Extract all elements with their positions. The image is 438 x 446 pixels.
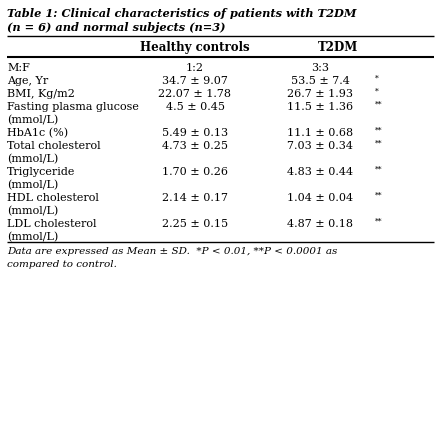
- Text: Total cholesterol: Total cholesterol: [7, 141, 100, 151]
- Text: Fasting plasma glucose: Fasting plasma glucose: [7, 102, 138, 112]
- Text: *: *: [374, 75, 378, 83]
- Text: T2DM: T2DM: [317, 41, 357, 54]
- Text: 3:3: 3:3: [310, 63, 328, 73]
- Text: (mmol/L): (mmol/L): [7, 232, 58, 242]
- Text: **: **: [374, 166, 381, 174]
- Text: Table 1: Clinical characteristics of patients with T2DM: Table 1: Clinical characteristics of pat…: [7, 8, 356, 19]
- Text: 11.5 ± 1.36: 11.5 ± 1.36: [286, 102, 352, 112]
- Text: BMI, Kg/m2: BMI, Kg/m2: [7, 89, 75, 99]
- Text: compared to control.: compared to control.: [7, 260, 117, 269]
- Text: 22.07 ± 1.78: 22.07 ± 1.78: [158, 89, 231, 99]
- Text: 4.87 ± 0.18: 4.87 ± 0.18: [286, 219, 352, 229]
- Text: 2.25 ± 0.15: 2.25 ± 0.15: [162, 219, 228, 229]
- Text: 53.5 ± 7.4: 53.5 ± 7.4: [290, 76, 349, 86]
- Text: M:F: M:F: [7, 63, 30, 73]
- Text: (mmol/L): (mmol/L): [7, 206, 58, 216]
- Text: 34.7 ± 9.07: 34.7 ± 9.07: [162, 76, 227, 86]
- Text: (mmol/L): (mmol/L): [7, 154, 58, 164]
- Text: 4.83 ± 0.44: 4.83 ± 0.44: [286, 167, 352, 177]
- Text: HbA1c (%): HbA1c (%): [7, 128, 68, 138]
- Text: (mmol/L): (mmol/L): [7, 180, 58, 190]
- Text: HDL cholesterol: HDL cholesterol: [7, 193, 99, 203]
- Text: 26.7 ± 1.93: 26.7 ± 1.93: [286, 89, 352, 99]
- Text: (mmol/L): (mmol/L): [7, 115, 58, 125]
- Text: **: **: [374, 101, 381, 109]
- Text: Age, Yr: Age, Yr: [7, 76, 48, 86]
- Text: **: **: [374, 192, 381, 200]
- Text: **: **: [374, 140, 381, 148]
- Text: (n = 6) and normal subjects (n=3): (n = 6) and normal subjects (n=3): [7, 22, 225, 33]
- Text: 4.73 ± 0.25: 4.73 ± 0.25: [162, 141, 227, 151]
- Text: **: **: [374, 127, 381, 135]
- Text: Triglyceride: Triglyceride: [7, 167, 75, 177]
- Text: 4.5 ± 0.45: 4.5 ± 0.45: [165, 102, 224, 112]
- Text: 1:2: 1:2: [186, 63, 204, 73]
- Text: 5.49 ± 0.13: 5.49 ± 0.13: [162, 128, 228, 138]
- Text: 11.1 ± 0.68: 11.1 ± 0.68: [286, 128, 352, 138]
- Text: LDL cholesterol: LDL cholesterol: [7, 219, 96, 229]
- Text: 7.03 ± 0.34: 7.03 ± 0.34: [286, 141, 352, 151]
- Text: Data are expressed as Mean ± SD.  *P < 0.01, **P < 0.0001 as: Data are expressed as Mean ± SD. *P < 0.…: [7, 247, 337, 256]
- Text: 2.14 ± 0.17: 2.14 ± 0.17: [162, 193, 227, 203]
- Text: 1.04 ± 0.04: 1.04 ± 0.04: [286, 193, 352, 203]
- Text: 1.70 ± 0.26: 1.70 ± 0.26: [162, 167, 227, 177]
- Text: **: **: [374, 218, 381, 226]
- Text: *: *: [374, 88, 378, 96]
- Text: Healthy controls: Healthy controls: [140, 41, 249, 54]
